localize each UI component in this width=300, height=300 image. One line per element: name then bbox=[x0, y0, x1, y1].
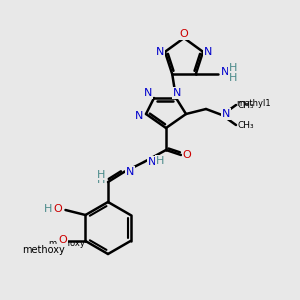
Text: CH₃: CH₃ bbox=[238, 100, 255, 109]
Text: N: N bbox=[220, 67, 229, 77]
Text: CH₃: CH₃ bbox=[238, 121, 255, 130]
Text: N: N bbox=[144, 88, 152, 98]
Text: N: N bbox=[173, 88, 181, 98]
Text: H: H bbox=[97, 175, 105, 185]
Text: O: O bbox=[180, 29, 188, 39]
Text: methoxy: methoxy bbox=[22, 245, 65, 255]
Text: N: N bbox=[222, 109, 230, 119]
Text: N: N bbox=[156, 47, 164, 57]
Text: N: N bbox=[126, 167, 134, 177]
Text: O: O bbox=[183, 150, 191, 160]
Text: N: N bbox=[135, 111, 143, 121]
Text: H: H bbox=[156, 156, 164, 166]
Text: N: N bbox=[148, 157, 156, 167]
Text: O: O bbox=[58, 235, 67, 245]
Text: H: H bbox=[97, 170, 105, 180]
Text: methoxy: methoxy bbox=[49, 239, 86, 248]
Text: methyl1: methyl1 bbox=[236, 99, 271, 108]
Text: H: H bbox=[44, 204, 53, 214]
Text: N: N bbox=[204, 47, 212, 57]
Text: O: O bbox=[53, 204, 62, 214]
Text: H: H bbox=[229, 63, 237, 73]
Text: H: H bbox=[229, 73, 237, 83]
